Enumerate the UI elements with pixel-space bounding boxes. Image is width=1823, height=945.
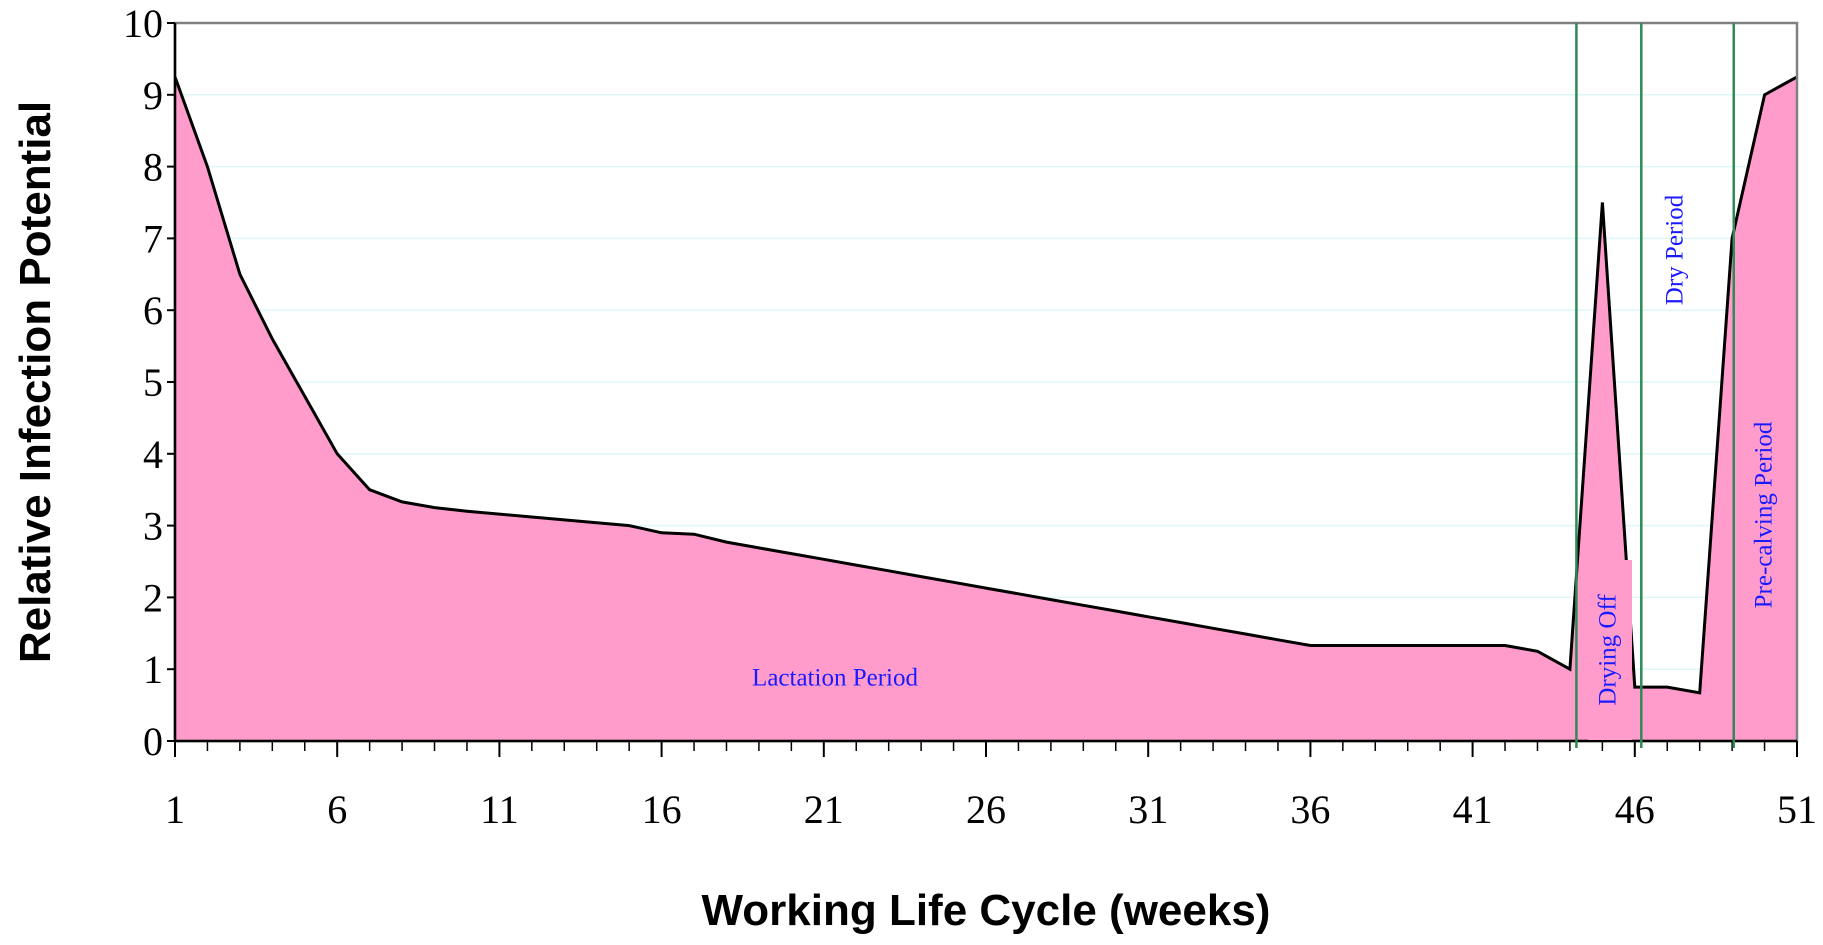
y-tick-label: 0 bbox=[143, 719, 163, 764]
x-axis-title: Working Life Cycle (weeks) bbox=[702, 886, 1271, 935]
x-tick-label: 21 bbox=[804, 787, 844, 832]
x-tick-label: 11 bbox=[480, 787, 519, 832]
annotation: Pre-calving Period bbox=[1751, 421, 1778, 608]
y-tick-label: 9 bbox=[143, 73, 163, 118]
x-tick-label: 16 bbox=[642, 787, 682, 832]
y-tick-label: 10 bbox=[123, 1, 163, 46]
annotation: Lactation Period bbox=[752, 665, 918, 692]
x-tick-label: 46 bbox=[1615, 787, 1655, 832]
y-tick-label: 4 bbox=[143, 432, 163, 477]
x-tick-label: 6 bbox=[327, 787, 347, 832]
x-tick-label: 36 bbox=[1290, 787, 1330, 832]
y-tick-label: 1 bbox=[143, 647, 163, 692]
y-tick-label: 8 bbox=[143, 145, 163, 190]
area bbox=[175, 76, 1797, 741]
x-tick-label: 1 bbox=[165, 787, 185, 832]
y-tick-label: 3 bbox=[143, 504, 163, 549]
y-tick-label: 7 bbox=[143, 216, 163, 261]
x-tick-label: 26 bbox=[966, 787, 1006, 832]
y-tick-label: 5 bbox=[143, 360, 163, 405]
annotation-box bbox=[1588, 560, 1632, 740]
y-tick-label: 6 bbox=[143, 288, 163, 333]
annotation: Drying Off bbox=[1595, 594, 1622, 706]
y-axis-title: Relative Infection Potential bbox=[11, 101, 60, 663]
x-tick-label: 31 bbox=[1128, 787, 1168, 832]
area-line bbox=[173, 75, 1798, 695]
x-tick-label: 51 bbox=[1777, 787, 1817, 832]
annotation: Dry Period bbox=[1662, 194, 1689, 305]
x-tick-label: 41 bbox=[1453, 787, 1493, 832]
y-tick-label: 2 bbox=[143, 575, 163, 620]
